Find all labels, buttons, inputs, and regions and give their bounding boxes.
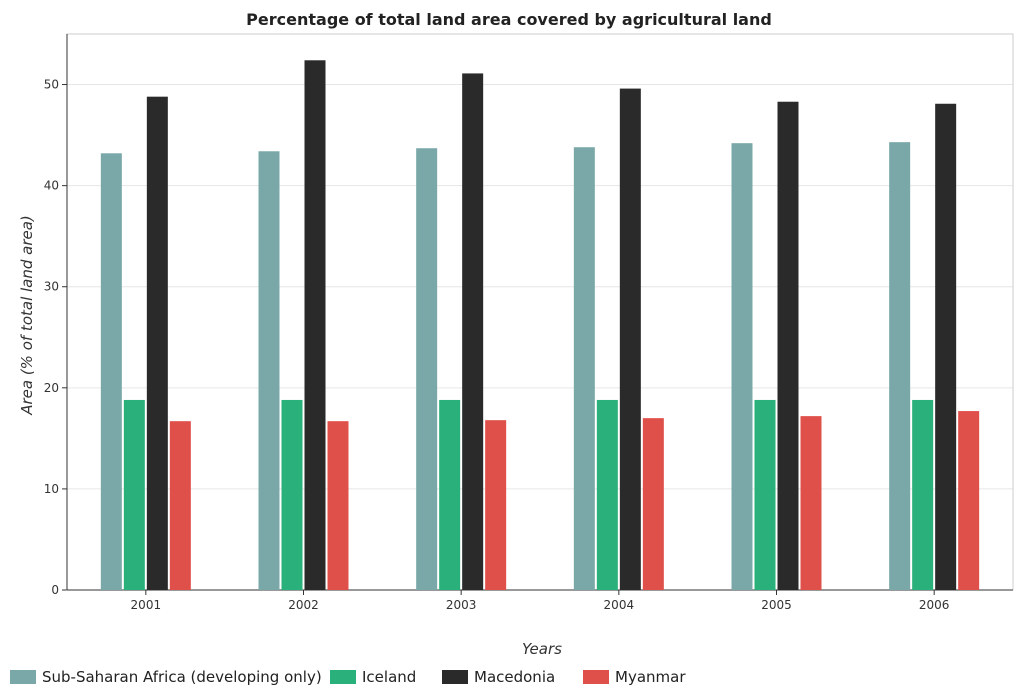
legend-label: Macedonia xyxy=(474,668,555,686)
bar-macedonia-2004 xyxy=(619,88,641,591)
y-tick-label: 40 xyxy=(44,179,59,193)
x-tick-label: 2002 xyxy=(288,598,319,612)
plot-area: 0 10 20 30 40 50 2001 2002 2003 2004 2005 2006 xyxy=(44,33,1014,612)
y-axis-label: Area (% of total land area) xyxy=(18,215,36,416)
legend-label: Iceland xyxy=(362,668,416,686)
bar-myanmar-2006 xyxy=(958,411,980,590)
bar-macedonia-2006 xyxy=(935,103,957,591)
y-tick-label: 30 xyxy=(44,280,59,294)
bar-sub-saharan-africa-developing-only--2002 xyxy=(258,151,280,591)
legend-swatch xyxy=(583,670,609,684)
x-tick-label: 2001 xyxy=(131,598,162,612)
x-tick-label: 2004 xyxy=(604,598,635,612)
legend-swatch xyxy=(330,670,356,684)
bar-myanmar-2002 xyxy=(327,421,349,590)
bar-iceland-2002 xyxy=(281,399,303,590)
bar-macedonia-2003 xyxy=(462,73,484,590)
legend-label: Myanmar xyxy=(615,668,686,686)
bar-macedonia-2001 xyxy=(146,96,168,590)
bar-myanmar-2003 xyxy=(485,420,507,590)
y-tick-label: 0 xyxy=(51,583,59,597)
chart-title: Percentage of total land area covered by… xyxy=(246,10,772,29)
legend-swatch xyxy=(442,670,468,684)
bar-myanmar-2005 xyxy=(800,416,822,590)
x-tick-label: 2005 xyxy=(761,598,792,612)
bar-macedonia-2002 xyxy=(304,60,326,591)
bar-sub-saharan-africa-developing-only--2005 xyxy=(731,143,753,591)
bar-sub-saharan-africa-developing-only--2001 xyxy=(100,153,122,590)
bar-sub-saharan-africa-developing-only--2003 xyxy=(416,148,438,590)
bar-iceland-2003 xyxy=(439,399,461,590)
x-tick-label: 2006 xyxy=(919,598,950,612)
legend-label: Sub-Saharan Africa (developing only) xyxy=(42,668,322,686)
bar-iceland-2005 xyxy=(754,399,776,590)
y-tick-label: 50 xyxy=(44,78,59,92)
y-tick-label: 20 xyxy=(44,381,59,395)
legend: Sub-Saharan Africa (developing only) Icel… xyxy=(10,668,686,686)
x-tick-label: 2003 xyxy=(446,598,477,612)
bar-sub-saharan-africa-developing-only--2004 xyxy=(573,147,595,591)
bar-macedonia-2005 xyxy=(777,101,799,591)
bar-myanmar-2004 xyxy=(642,418,664,590)
bar-iceland-2001 xyxy=(123,399,145,590)
legend-swatch xyxy=(10,670,36,684)
y-tick-label: 10 xyxy=(44,482,59,496)
bar-iceland-2004 xyxy=(596,399,618,590)
bar-sub-saharan-africa-developing-only--2006 xyxy=(889,142,911,590)
x-axis-label: Years xyxy=(522,640,562,658)
bar-myanmar-2001 xyxy=(169,421,191,590)
bar-iceland-2006 xyxy=(912,399,934,590)
